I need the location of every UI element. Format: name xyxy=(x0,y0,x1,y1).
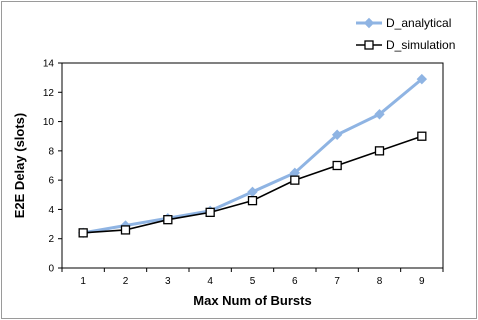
data-point-diamond xyxy=(374,109,385,120)
y-axis-title: E2E Delay (slots) xyxy=(12,113,27,219)
y-tick-label: 10 xyxy=(43,117,55,128)
x-tick-label: 4 xyxy=(207,276,213,287)
x-tick-label: 2 xyxy=(123,276,129,287)
y-tick-label: 6 xyxy=(48,176,54,187)
x-tick-label: 7 xyxy=(334,276,340,287)
legend-label: D_simulation xyxy=(386,38,455,52)
data-point-square xyxy=(78,228,88,238)
data-point-square xyxy=(163,215,173,225)
data-point-square xyxy=(332,160,342,171)
x-tick-label: 6 xyxy=(292,276,298,287)
data-point-diamond xyxy=(416,73,428,85)
legend-marker-diamond xyxy=(363,17,375,29)
y-tick-label: 8 xyxy=(48,146,54,157)
data-point-square xyxy=(417,131,427,141)
x-tick-label: 8 xyxy=(377,276,383,287)
legend-item: D_analytical xyxy=(356,16,451,30)
data-point-square xyxy=(120,225,131,235)
y-tick-label: 0 xyxy=(48,264,54,275)
legend-label: D_analytical xyxy=(386,16,451,30)
series-d-simulation xyxy=(78,131,427,238)
x-tick-label: 5 xyxy=(250,276,256,287)
legend: D_analytical D_simulation xyxy=(356,16,455,52)
series-line xyxy=(83,135,423,234)
data-point-square xyxy=(205,207,215,218)
x-axis-title: Max Num of Bursts xyxy=(193,293,311,308)
series-d-analytical xyxy=(77,73,428,239)
series xyxy=(77,73,428,239)
x-tick-label: 3 xyxy=(165,276,171,287)
y-tick-label: 2 xyxy=(48,234,54,245)
data-point-square xyxy=(247,195,258,206)
data-point-diamond xyxy=(247,186,258,198)
y-tick-label: 12 xyxy=(43,88,55,99)
axes xyxy=(61,62,444,269)
data-point-square xyxy=(374,146,385,156)
y-tick-label: 4 xyxy=(48,205,54,216)
x-tick-label: 1 xyxy=(80,276,86,287)
series-line xyxy=(82,77,423,235)
data-point-square xyxy=(290,175,300,185)
legend-item: D_simulation xyxy=(356,38,455,52)
plot-area-border xyxy=(61,62,444,269)
y-tick-label: 14 xyxy=(43,59,55,70)
legend-marker-square xyxy=(364,40,374,50)
x-tick-label: 9 xyxy=(419,276,425,287)
data-point-diamond xyxy=(331,129,343,140)
